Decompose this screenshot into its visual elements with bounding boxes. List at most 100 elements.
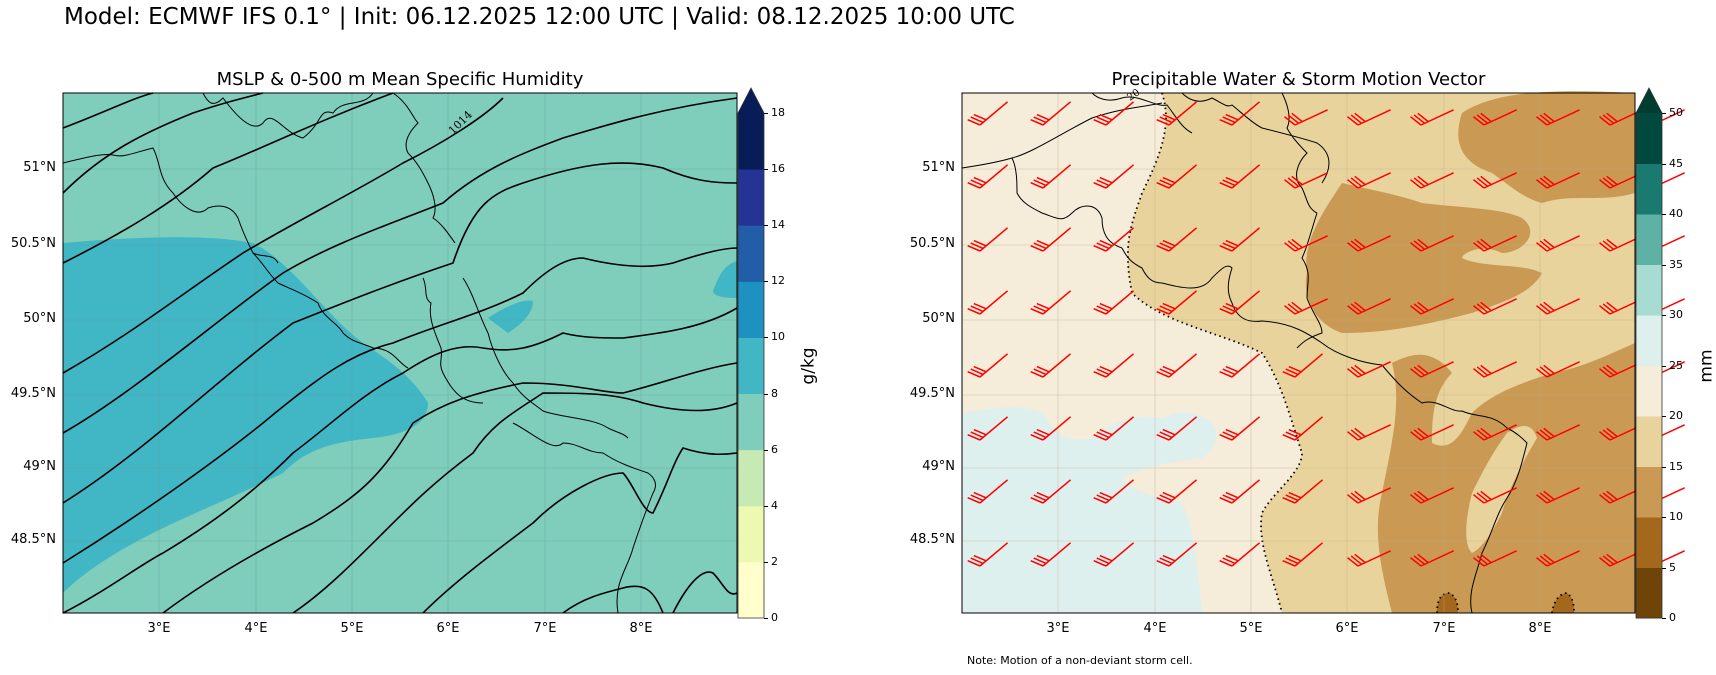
- wind-barb: [1473, 235, 1517, 252]
- graticule: [63, 93, 737, 613]
- wind-barb: [1473, 361, 1517, 378]
- colorbar-tick-label: 10: [771, 330, 785, 344]
- colorbar-tick-mark: [764, 393, 768, 395]
- wind-barb: [1473, 172, 1517, 189]
- left-lat-tick: 50°N: [23, 311, 56, 326]
- wind-barb: [1473, 109, 1517, 126]
- colorbar-tick-mark: [764, 561, 768, 563]
- wind-barb: [1284, 298, 1328, 315]
- wind-barb: [1156, 353, 1198, 378]
- left-lon-tick: 4°E: [244, 621, 268, 636]
- wind-barb: [1410, 487, 1454, 504]
- wind-barb: [1410, 298, 1454, 315]
- colorbar-tick-mark: [764, 281, 768, 283]
- right-colorbar: [1635, 87, 1663, 619]
- pw-field-5-10-cell: [1437, 593, 1458, 613]
- wind-barb: [1473, 487, 1517, 504]
- wind-barb: [1536, 109, 1580, 126]
- pw-field-25-30: [962, 407, 1217, 613]
- wind-barb: [1030, 290, 1072, 315]
- wind-barb: [1156, 479, 1198, 504]
- left-lat-tick: 49.5°N: [10, 386, 56, 401]
- colorbar-tick-label: 25: [1669, 358, 1683, 372]
- colorbar-tick-label: 30: [1669, 308, 1683, 321]
- colorbar-segment: [1636, 264, 1662, 316]
- wind-barb: [1536, 361, 1580, 378]
- wind-barb: [1410, 235, 1454, 252]
- wind-barb: [1156, 290, 1198, 315]
- left-colorbar: [737, 87, 765, 619]
- wind-barb: [967, 416, 1009, 441]
- wind-barb: [1284, 172, 1328, 189]
- colorbar-tick-mark: [764, 337, 768, 339]
- left-colorbar-label: g/kg: [798, 347, 819, 385]
- pw-field-10-15: [1458, 91, 1635, 203]
- wind-barb: [1030, 227, 1072, 252]
- colorbar-tick-label: 18: [771, 106, 785, 119]
- colorbar-segment: [738, 561, 764, 619]
- wind-barb: [1347, 298, 1391, 315]
- right-colorbar-label: mm: [1696, 349, 1716, 383]
- wind-barb: [1219, 353, 1261, 378]
- left-lat-tick: 49°N: [23, 459, 56, 474]
- right-lat-tick: 49°N: [922, 459, 955, 474]
- colorbar-tick-mark: [1662, 163, 1666, 165]
- humidity-field-8-10-patch: [488, 300, 533, 333]
- colorbar-segment: [1636, 315, 1662, 366]
- wind-barb: [1093, 164, 1135, 189]
- left-lat-tick: 50.5°N: [10, 236, 56, 251]
- colorbar-tick-label: 0: [771, 611, 778, 624]
- wind-barb: [1093, 479, 1135, 504]
- wind-barb: [1030, 353, 1072, 378]
- wind-barb: [1410, 361, 1454, 378]
- colorbar-segment: [738, 449, 764, 507]
- wind-barb: [1156, 101, 1198, 126]
- colorbar-segment: [738, 281, 764, 338]
- right-lat-tick: 48.5°N: [909, 532, 955, 547]
- colorbar-tick-label: 5: [1669, 560, 1676, 574]
- wind-barb: [1347, 487, 1391, 504]
- country-borders: [961, 92, 1528, 614]
- colorbar-tick-mark: [764, 449, 768, 451]
- left-lon-tick: 8°E: [629, 621, 653, 636]
- wind-barb: [1093, 227, 1135, 252]
- wind-barb: [1219, 416, 1261, 441]
- wind-barb: [1473, 298, 1517, 315]
- colorbar-tick-label: 8: [771, 386, 778, 400]
- wind-barb: [1219, 101, 1261, 126]
- graticule: [962, 93, 1635, 613]
- pw-field-15-20-strip: [1466, 426, 1537, 553]
- wind-barb: [1473, 424, 1517, 441]
- wind-barb: [1347, 172, 1391, 189]
- wind-barb: [1282, 353, 1324, 378]
- right-lon-tick: 8°E: [1528, 621, 1552, 636]
- right-lon-tick: 3°E: [1046, 621, 1070, 636]
- colorbar-segment: [738, 337, 764, 395]
- wind-barb: [967, 290, 1009, 315]
- colorbar-tick-label: 40: [1669, 207, 1683, 220]
- colorbar-segment: [1636, 365, 1662, 417]
- wind-barb: [1282, 416, 1324, 441]
- wind-barb: [1410, 424, 1454, 441]
- wind-barb: [1093, 353, 1135, 378]
- colorbar-tick-label: 16: [771, 162, 785, 176]
- colorbar-tick-mark: [1662, 618, 1666, 619]
- wind-barb: [1030, 416, 1072, 441]
- colorbar-segment: [738, 113, 764, 170]
- wind-barb: [1030, 164, 1072, 189]
- colorbar-segment: [738, 393, 764, 451]
- wind-barb: [967, 164, 1009, 189]
- wind-barb: [1410, 172, 1454, 189]
- colorbar-segment: [1636, 567, 1662, 619]
- right-lon-tick: 6°E: [1335, 621, 1359, 636]
- wind-barb: [1347, 109, 1391, 126]
- wind-barb: [1536, 235, 1580, 252]
- left-lon-tick: 5°E: [340, 621, 364, 636]
- left-lat-tick: 51°N: [23, 160, 56, 175]
- wind-barb: [1347, 235, 1391, 252]
- wind-barb: [1473, 550, 1517, 567]
- colorbar-tick-mark: [1662, 264, 1666, 266]
- colorbar-segment: [1636, 113, 1662, 164]
- colorbar-segment: [1636, 214, 1662, 265]
- wind-barb: [967, 479, 1009, 504]
